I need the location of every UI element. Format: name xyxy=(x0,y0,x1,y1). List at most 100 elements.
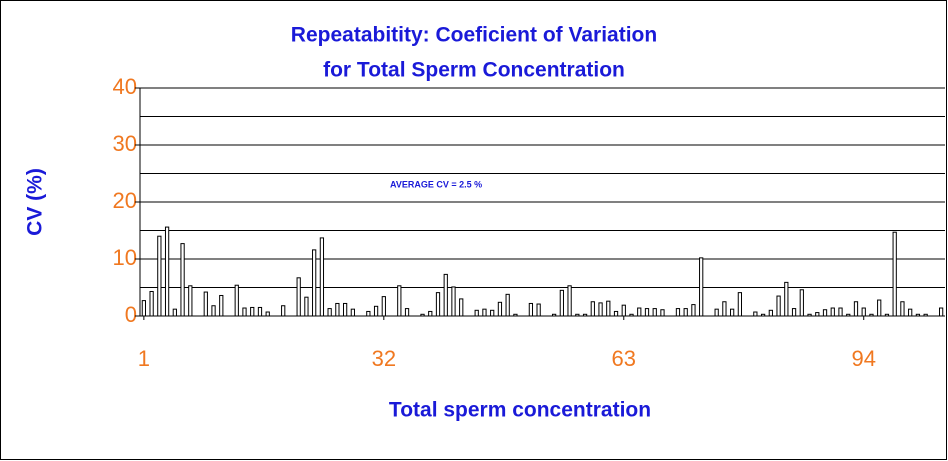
bar xyxy=(397,285,402,317)
bar xyxy=(753,311,758,317)
bar xyxy=(459,298,464,317)
bar xyxy=(381,296,386,317)
bar xyxy=(644,308,650,317)
bar xyxy=(923,313,928,317)
bar xyxy=(304,296,309,317)
bar xyxy=(768,309,773,317)
bar xyxy=(675,308,681,317)
bar xyxy=(219,294,224,317)
bar xyxy=(730,308,735,317)
bar xyxy=(250,306,255,317)
bar xyxy=(691,304,696,317)
chart-title: Repeatabitity: Coeficient of Variation xyxy=(291,24,657,47)
bar xyxy=(551,313,557,317)
bar xyxy=(853,301,859,317)
x-tick-label: 1 xyxy=(138,346,150,371)
bar xyxy=(567,285,572,317)
annotation: AVERAGE CV = 2.5 % xyxy=(390,179,482,189)
bar xyxy=(846,313,851,317)
y-tick-label: 20 xyxy=(113,188,137,213)
bar xyxy=(915,313,921,317)
bar xyxy=(582,313,588,317)
bar xyxy=(435,292,441,317)
bar xyxy=(760,313,766,317)
bar xyxy=(211,305,216,317)
bar xyxy=(807,313,812,317)
bar xyxy=(474,309,479,317)
bar xyxy=(559,289,564,317)
bar xyxy=(366,310,371,317)
bar xyxy=(265,311,270,317)
bar xyxy=(799,289,804,317)
bar xyxy=(404,308,410,317)
bar xyxy=(575,313,580,317)
bar xyxy=(939,307,944,317)
bar xyxy=(141,300,146,317)
y-tick-label: 40 xyxy=(113,74,137,99)
bar xyxy=(590,301,595,317)
bar xyxy=(172,308,177,317)
bar xyxy=(350,308,355,317)
bar xyxy=(180,243,185,317)
bar xyxy=(342,302,348,317)
bar xyxy=(335,302,340,317)
bar xyxy=(482,308,487,317)
bar xyxy=(497,301,503,317)
bar xyxy=(327,308,332,317)
bar xyxy=(513,313,518,317)
bar xyxy=(528,302,534,317)
x-tick-label: 94 xyxy=(851,346,875,371)
bar xyxy=(877,299,882,317)
bar xyxy=(621,304,626,317)
bar xyxy=(420,313,425,317)
bar xyxy=(598,302,603,317)
bar xyxy=(319,237,325,317)
bar xyxy=(908,308,913,317)
bar xyxy=(242,307,247,317)
bar xyxy=(699,257,704,317)
bar xyxy=(296,277,301,317)
y-tick-label: 30 xyxy=(113,131,137,156)
bar xyxy=(791,308,797,317)
bar xyxy=(900,301,905,317)
x-tick-label: 32 xyxy=(372,346,396,371)
bar xyxy=(722,301,727,317)
bar xyxy=(234,284,239,317)
y-tick-label: 10 xyxy=(113,245,137,270)
bar xyxy=(776,295,781,317)
x-tick-label: 63 xyxy=(612,346,636,371)
bar xyxy=(490,309,495,317)
bar xyxy=(637,307,642,317)
y-tick-label: 0 xyxy=(125,302,137,327)
chart-title: for Total Sperm Concentration xyxy=(323,59,625,82)
bar xyxy=(784,281,789,317)
bar xyxy=(443,273,448,317)
bar xyxy=(203,291,208,317)
bar xyxy=(884,313,890,317)
y-axis-label: CV (%) xyxy=(24,168,47,236)
bar xyxy=(822,309,828,317)
bar xyxy=(652,308,657,317)
bar xyxy=(838,307,843,317)
bar xyxy=(505,293,510,317)
bar xyxy=(428,310,433,317)
bar xyxy=(257,306,263,317)
bar xyxy=(830,307,835,317)
bar xyxy=(149,290,154,317)
x-axis-label: Total sperm concentration xyxy=(389,399,651,422)
bar xyxy=(629,313,634,317)
bar xyxy=(613,310,619,317)
bar xyxy=(606,300,611,317)
bar xyxy=(892,231,897,317)
bar xyxy=(660,309,665,317)
bar xyxy=(373,305,379,317)
bar xyxy=(451,286,456,317)
bar xyxy=(281,305,286,317)
bar xyxy=(815,312,820,317)
bar xyxy=(861,307,866,317)
bar xyxy=(312,249,317,317)
bar xyxy=(683,308,688,317)
bar xyxy=(869,313,874,317)
bar xyxy=(737,292,743,317)
